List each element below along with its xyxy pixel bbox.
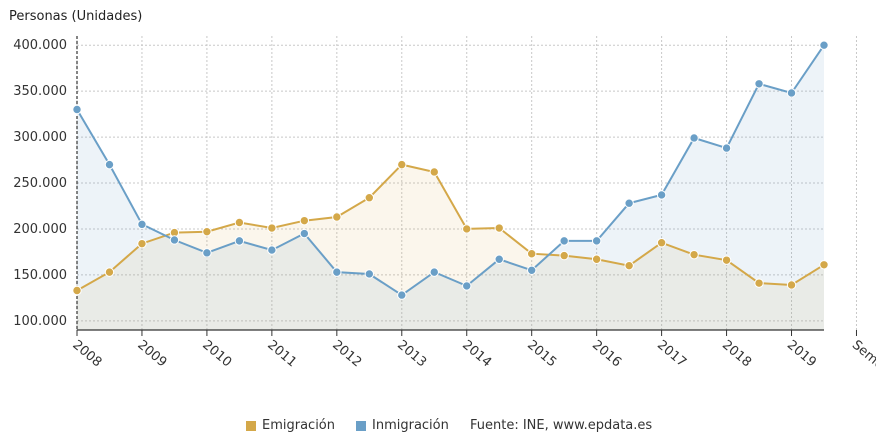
x-tick-label: 2009 (134, 338, 169, 371)
data-point-emigracion[interactable] (656, 238, 667, 248)
data-point-inmigracion[interactable] (689, 133, 699, 143)
data-point-emigracion[interactable] (559, 250, 569, 261)
emigracion-swatch (246, 420, 256, 431)
source-text: Fuente: INE, www.epdata.es (470, 418, 653, 433)
data-point-emigracion[interactable] (364, 193, 375, 203)
data-point-emigracion[interactable] (202, 226, 212, 237)
axes (76, 36, 857, 336)
data-point-emigracion[interactable] (137, 238, 147, 249)
x-tick-label: 2012 (329, 338, 364, 371)
x-tick-label: 2017 (654, 338, 689, 371)
data-point-inmigracion[interactable] (559, 236, 569, 246)
x-tick-labels: 2008 2009 2010 2011 2012 2013 2014 2015 2016 2017… (69, 338, 876, 397)
line-inmigracion (76, 44, 825, 297)
x-tick-label: 2015 (524, 338, 559, 371)
y-tick-label: 100.000 (13, 314, 67, 329)
data-point-inmigracion[interactable] (234, 236, 245, 246)
legend-label-inmigracion: Inmigración (372, 418, 449, 433)
data-point-emigracion[interactable] (819, 260, 829, 270)
x-tick-label: 2016 (589, 338, 624, 371)
data-point-emigracion[interactable] (429, 167, 439, 177)
line-chart: 100.000 150.000 200.000 250.000 300.000 350.0… (13, 36, 876, 397)
data-point-emigracion[interactable] (721, 255, 732, 265)
line-emigracion (76, 163, 825, 292)
grid-lines (76, 36, 857, 330)
y-tick-label: 150.000 (13, 268, 67, 283)
data-point-inmigracion[interactable] (819, 40, 829, 50)
data-point-emigracion[interactable] (234, 217, 245, 228)
y-tick-label: 300.000 (13, 130, 67, 145)
data-point-inmigracion[interactable] (364, 269, 375, 279)
data-point-emigracion[interactable] (526, 249, 537, 259)
data-point-emigracion[interactable] (462, 224, 472, 234)
data-point-inmigracion[interactable] (624, 198, 634, 208)
data-point-inmigracion[interactable] (786, 88, 797, 98)
x-tick-label: 2008 (69, 338, 104, 371)
x-tick-label: 2013 (394, 338, 429, 371)
data-point-inmigracion[interactable] (397, 290, 407, 300)
x-tick-label: 2010 (199, 338, 234, 371)
area-emigracion (77, 164, 824, 330)
y-tick-label: 200.000 (13, 222, 67, 237)
data-point-inmigracion[interactable] (591, 236, 602, 246)
data-point-inmigracion[interactable] (656, 190, 667, 200)
data-point-inmigracion[interactable] (72, 104, 82, 115)
source-note: Fuente: INE, www.epdata.es (470, 418, 652, 433)
data-point-emigracion[interactable] (332, 212, 342, 222)
legend: Emigración Inmigración Fuente: INE, www.… (0, 418, 876, 436)
legend-label-emigracion: Emigración (262, 418, 336, 433)
y-tick-label: 250.000 (13, 176, 67, 191)
data-point-inmigracion[interactable] (754, 79, 764, 89)
y-tick-label: 350.000 (13, 84, 67, 99)
data-point-emigracion[interactable] (786, 280, 797, 290)
data-point-inmigracion[interactable] (202, 248, 212, 258)
x-tick-label: 2019 (784, 338, 819, 371)
data-point-emigracion[interactable] (267, 223, 277, 233)
series-points (72, 40, 829, 300)
data-point-inmigracion[interactable] (429, 267, 439, 277)
legend-item-emigracion[interactable]: Emigración (246, 418, 335, 433)
data-point-emigracion[interactable] (624, 260, 634, 271)
data-point-inmigracion[interactable] (462, 281, 472, 291)
data-point-emigracion[interactable] (494, 223, 504, 233)
series-areas (77, 45, 824, 330)
data-point-inmigracion[interactable] (721, 143, 732, 153)
legend-item-inmigracion[interactable]: Inmigración (356, 418, 449, 433)
series-lines (76, 44, 825, 297)
data-point-emigracion[interactable] (591, 254, 602, 264)
x-tick-label: 2011 (264, 338, 299, 371)
y-axis-title: Personas (Unidades) (9, 9, 143, 24)
inmigracion-swatch (356, 420, 366, 431)
data-point-inmigracion[interactable] (299, 228, 310, 239)
y-tick-labels: 100.000 150.000 200.000 250.000 300.000 350.0… (13, 38, 67, 329)
data-point-inmigracion[interactable] (169, 235, 180, 245)
area-inmigracion (77, 45, 824, 330)
data-point-emigracion[interactable] (754, 278, 764, 288)
data-point-inmigracion[interactable] (104, 159, 115, 170)
x-tick-label: Semestre 2 (849, 338, 876, 397)
data-point-emigracion[interactable] (689, 249, 699, 260)
data-point-emigracion[interactable] (72, 285, 82, 296)
data-point-inmigracion[interactable] (267, 245, 277, 255)
data-point-inmigracion[interactable] (137, 219, 147, 230)
data-point-emigracion[interactable] (299, 215, 310, 226)
data-point-emigracion[interactable] (397, 159, 407, 170)
data-point-emigracion[interactable] (104, 267, 115, 277)
x-tick-label: 2014 (459, 338, 494, 371)
data-point-inmigracion[interactable] (526, 265, 537, 275)
data-point-inmigracion[interactable] (494, 254, 504, 264)
y-tick-label: 400.000 (13, 38, 67, 53)
data-point-inmigracion[interactable] (332, 267, 342, 277)
x-tick-label: 2018 (719, 338, 754, 371)
